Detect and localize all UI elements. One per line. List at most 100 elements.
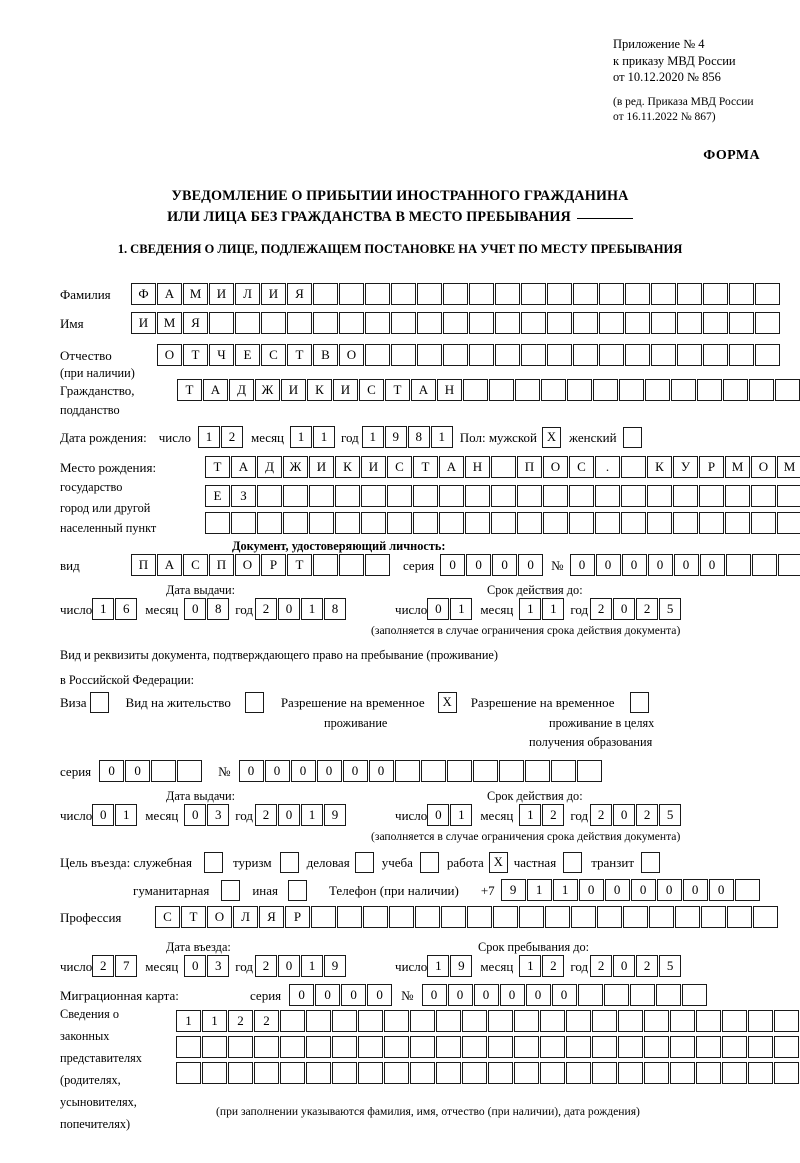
char-cell[interactable]: 1: [290, 426, 313, 448]
char-cell[interactable]: С: [155, 906, 180, 928]
char-cell[interactable]: 0: [289, 984, 315, 1006]
char-cell[interactable]: [465, 485, 490, 507]
char-cell[interactable]: [599, 312, 624, 334]
char-cell[interactable]: [696, 1010, 721, 1032]
char-cell[interactable]: [748, 1036, 773, 1058]
char-cell[interactable]: [619, 379, 644, 401]
char-cell[interactable]: [306, 1036, 331, 1058]
char-cell[interactable]: 0: [238, 760, 264, 782]
purpose-humanitarian-checkbox[interactable]: [221, 879, 241, 901]
char-cell[interactable]: [722, 1036, 747, 1058]
char-cell[interactable]: [337, 906, 362, 928]
char-cell[interactable]: [491, 512, 516, 534]
char-cell[interactable]: [592, 1062, 617, 1084]
char-cell[interactable]: 0: [125, 760, 151, 782]
char-cell[interactable]: [729, 283, 754, 305]
char-cell[interactable]: [748, 1062, 773, 1084]
char-cell[interactable]: [283, 512, 308, 534]
purpose-private-checkbox[interactable]: [563, 852, 583, 873]
char-cell[interactable]: 0: [278, 955, 301, 977]
char-cell[interactable]: Т: [181, 906, 206, 928]
char-cell[interactable]: [677, 283, 702, 305]
char-cell[interactable]: [515, 379, 540, 401]
char-cell[interactable]: П: [517, 456, 542, 478]
char-cell[interactable]: 0: [569, 554, 595, 576]
char-cell[interactable]: [469, 344, 494, 366]
char-cell[interactable]: 0: [447, 984, 473, 1006]
char-cell[interactable]: [306, 1062, 331, 1084]
char-cell[interactable]: [573, 344, 598, 366]
char-cell[interactable]: [540, 1036, 565, 1058]
char-cell[interactable]: [670, 1010, 695, 1032]
char-cell[interactable]: М: [183, 283, 208, 305]
char-cell[interactable]: [339, 312, 364, 334]
char-cell[interactable]: [363, 906, 388, 928]
char-cell[interactable]: [441, 906, 466, 928]
char-cell[interactable]: 0: [621, 554, 647, 576]
char-cell[interactable]: [699, 485, 724, 507]
char-cell[interactable]: [621, 485, 646, 507]
char-cell[interactable]: 9: [324, 955, 347, 977]
char-cell[interactable]: 1: [301, 598, 324, 620]
char-cell[interactable]: К: [335, 456, 360, 478]
char-cell[interactable]: [228, 1062, 253, 1084]
char-cell[interactable]: [313, 312, 338, 334]
char-cell[interactable]: Е: [235, 344, 260, 366]
char-cell[interactable]: [202, 1036, 227, 1058]
char-cell[interactable]: [725, 512, 750, 534]
char-cell[interactable]: [415, 906, 440, 928]
char-cell[interactable]: [384, 1062, 409, 1084]
char-cell[interactable]: [228, 1036, 253, 1058]
char-cell[interactable]: .: [595, 456, 620, 478]
char-cell[interactable]: 1: [115, 804, 138, 826]
char-cell[interactable]: [569, 485, 594, 507]
char-cell[interactable]: [514, 1036, 539, 1058]
char-cell[interactable]: [495, 312, 520, 334]
char-cell[interactable]: [603, 984, 629, 1006]
char-cell[interactable]: [205, 512, 230, 534]
char-cell[interactable]: [599, 283, 624, 305]
char-cell[interactable]: М: [725, 456, 750, 478]
char-cell[interactable]: 1: [92, 598, 115, 620]
char-cell[interactable]: 0: [551, 984, 577, 1006]
char-cell[interactable]: [751, 554, 777, 576]
char-cell[interactable]: 0: [341, 984, 367, 1006]
char-cell[interactable]: 1: [313, 426, 336, 448]
char-cell[interactable]: 0: [427, 598, 450, 620]
char-cell[interactable]: 1: [519, 598, 542, 620]
char-cell[interactable]: [521, 283, 546, 305]
char-cell[interactable]: Ч: [209, 344, 234, 366]
char-cell[interactable]: 9: [324, 804, 347, 826]
char-cell[interactable]: 2: [255, 955, 278, 977]
char-cell[interactable]: [439, 512, 464, 534]
char-cell[interactable]: Т: [205, 456, 230, 478]
char-cell[interactable]: [254, 1036, 279, 1058]
char-cell[interactable]: [618, 1036, 643, 1058]
char-cell[interactable]: 0: [656, 879, 682, 901]
char-cell[interactable]: [696, 1036, 721, 1058]
char-cell[interactable]: [358, 1036, 383, 1058]
char-cell[interactable]: И: [281, 379, 306, 401]
char-cell[interactable]: 0: [518, 554, 544, 576]
char-cell[interactable]: 1: [519, 804, 542, 826]
char-cell[interactable]: [489, 379, 514, 401]
char-cell[interactable]: [573, 312, 598, 334]
char-cell[interactable]: [231, 512, 256, 534]
char-cell[interactable]: 9: [450, 955, 473, 977]
char-cell[interactable]: Л: [235, 283, 260, 305]
char-cell[interactable]: [599, 344, 624, 366]
char-cell[interactable]: [595, 485, 620, 507]
char-cell[interactable]: [629, 984, 655, 1006]
char-cell[interactable]: Т: [183, 344, 208, 366]
char-cell[interactable]: 1: [450, 804, 473, 826]
char-cell[interactable]: [462, 1036, 487, 1058]
